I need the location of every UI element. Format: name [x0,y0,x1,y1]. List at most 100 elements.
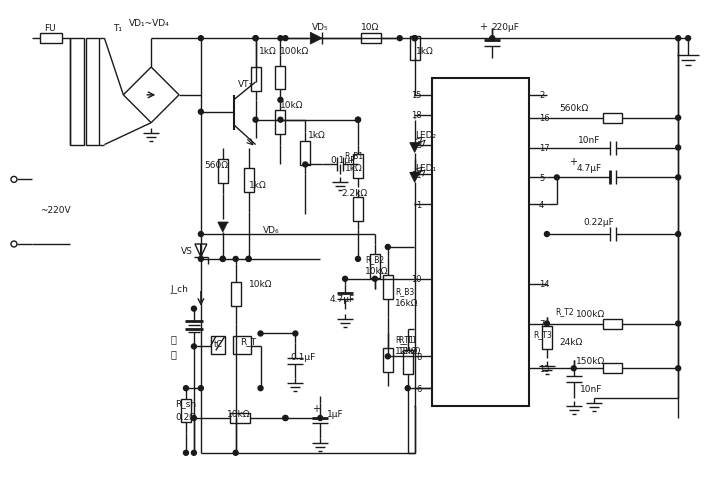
Circle shape [676,176,681,181]
Bar [383,348,393,372]
Bar [353,198,363,222]
Circle shape [318,416,323,421]
Circle shape [283,416,288,421]
Text: 10kΩ: 10kΩ [227,408,251,418]
Text: LED₁: LED₁ [414,163,436,173]
Circle shape [303,163,308,167]
Circle shape [676,322,681,326]
Text: 1µF: 1µF [327,408,343,418]
Text: 10nF: 10nF [580,384,602,393]
Bar [300,142,310,165]
Text: R_T1: R_T1 [398,334,417,343]
Text: VT₁: VT₁ [238,80,253,89]
Text: 电: 电 [170,334,176,344]
Circle shape [278,118,283,123]
Circle shape [192,416,197,421]
Text: VD₆: VD₆ [263,225,279,234]
Text: 10kΩ: 10kΩ [248,280,272,289]
Text: 10nF: 10nF [577,136,600,145]
Bar [231,282,241,306]
Circle shape [676,116,681,121]
Circle shape [199,386,204,391]
Polygon shape [218,223,228,233]
Text: 1: 1 [417,200,422,209]
Circle shape [571,366,576,371]
Circle shape [355,118,360,123]
Circle shape [283,416,288,421]
Text: J_ch: J_ch [170,285,188,294]
Bar [211,337,225,355]
Text: 560kΩ: 560kΩ [559,104,588,113]
Circle shape [253,37,258,41]
Circle shape [184,450,189,455]
Text: 10kΩ: 10kΩ [281,101,304,110]
Circle shape [355,257,360,262]
Bar [276,66,286,90]
Circle shape [342,277,347,282]
Text: 4: 4 [539,200,544,209]
Circle shape [246,257,251,262]
Bar [361,34,381,44]
Circle shape [676,366,681,371]
Circle shape [397,37,402,41]
Circle shape [676,146,681,151]
Text: 220µF: 220µF [491,23,519,32]
Text: 1kΩ: 1kΩ [258,46,276,56]
Circle shape [412,37,417,41]
Bar [409,37,419,61]
Circle shape [545,322,550,326]
Text: 17: 17 [539,144,550,153]
Text: 16: 16 [539,114,550,123]
Circle shape [385,245,390,250]
Text: 2: 2 [539,91,544,100]
Circle shape [490,37,495,41]
Text: 11: 11 [411,170,422,180]
Circle shape [412,37,417,41]
Circle shape [258,386,263,391]
Bar [383,275,393,299]
Text: 4.7µF: 4.7µF [330,295,355,304]
Bar [542,326,552,350]
Circle shape [385,354,390,359]
Text: ~220V: ~220V [40,205,70,214]
Text: +: + [479,22,487,32]
Text: 1kΩ: 1kΩ [345,163,363,173]
Text: 1kΩ: 1kΩ [248,181,266,189]
Circle shape [372,277,377,282]
Bar [602,114,622,123]
Circle shape [686,37,691,41]
Text: 18: 18 [411,111,422,120]
Circle shape [283,37,288,41]
Bar [403,351,413,374]
Text: tC: tC [214,339,224,348]
Polygon shape [409,143,419,153]
Bar [233,337,251,355]
Circle shape [555,176,560,181]
Text: 1kΩ: 1kΩ [308,131,326,140]
Text: 10kΩ: 10kΩ [365,267,389,276]
Text: R_B3: R_B3 [394,286,414,296]
Text: 12kΩ: 12kΩ [394,346,418,355]
Text: R_T2: R_T2 [555,306,574,315]
Circle shape [192,450,197,455]
Circle shape [234,450,239,455]
Circle shape [278,98,283,103]
Text: 7: 7 [539,319,545,328]
Circle shape [676,232,681,237]
Text: R_sh: R_sh [175,399,197,408]
Circle shape [220,257,225,262]
Polygon shape [310,33,323,45]
Circle shape [199,37,204,41]
Text: VD₅: VD₅ [312,23,328,32]
Text: LED₂: LED₂ [414,131,436,140]
Circle shape [405,386,410,391]
Circle shape [676,37,681,41]
Bar [230,413,250,423]
Text: 4.7µF: 4.7µF [576,163,601,173]
Circle shape [355,118,360,123]
Text: 560Ω: 560Ω [205,161,229,170]
Text: 13: 13 [539,364,550,373]
Circle shape [192,306,197,311]
Bar [70,39,83,145]
Text: 15: 15 [411,91,422,100]
